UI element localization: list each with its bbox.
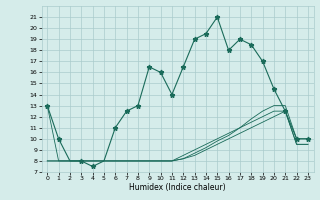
X-axis label: Humidex (Indice chaleur): Humidex (Indice chaleur) [129, 183, 226, 192]
